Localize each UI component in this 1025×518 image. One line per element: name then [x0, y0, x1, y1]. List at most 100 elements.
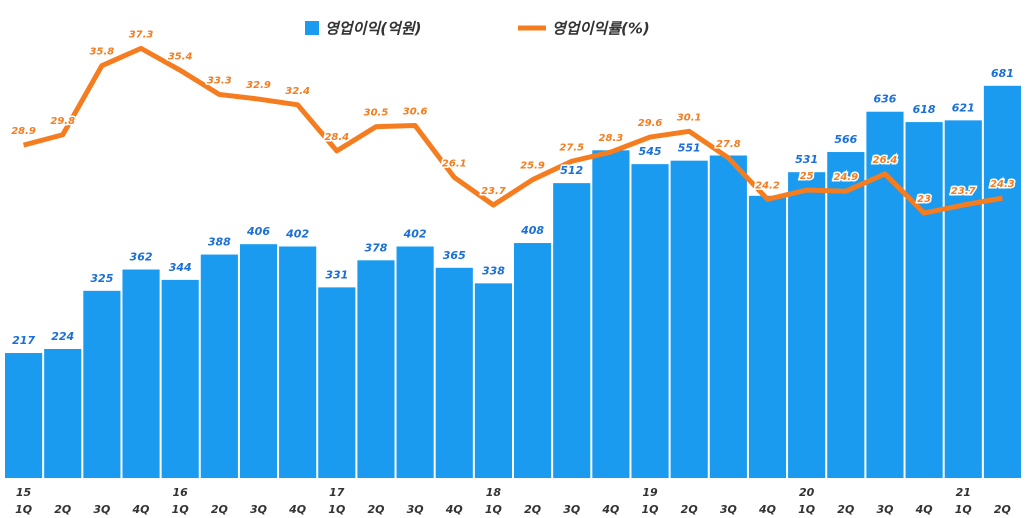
bar	[396, 246, 434, 478]
data-label: 402	[285, 227, 309, 240]
data-label: 32.4	[285, 86, 310, 97]
data-label: 25	[800, 171, 814, 182]
x-tick-label: 4Q	[132, 503, 150, 516]
bar	[827, 152, 865, 478]
x-tick-label: 4Q	[601, 503, 619, 516]
bar	[631, 164, 669, 479]
x-tick-label: 3Q	[876, 503, 893, 516]
data-label: 29.6	[638, 118, 663, 129]
data-label: 23	[917, 194, 931, 205]
data-label: 378	[364, 241, 387, 254]
bar	[83, 290, 121, 478]
data-label: 402	[403, 227, 427, 240]
bar	[357, 260, 395, 478]
data-label: 30.1	[677, 112, 702, 123]
data-label: 26.1	[442, 158, 467, 169]
year-label: 15	[16, 486, 32, 499]
x-tick-label: 4Q	[915, 503, 933, 516]
bar	[866, 111, 904, 478]
x-tick-label: 2Q	[54, 503, 71, 516]
data-label: 28.3	[599, 133, 624, 144]
x-tick-label: 2Q	[367, 503, 384, 516]
data-label: 23.7	[481, 186, 506, 197]
x-tick-label: 3Q	[93, 503, 110, 516]
legend-label: 영업이익(억원)	[325, 20, 422, 38]
data-label: 325	[90, 272, 113, 285]
data-label: 512	[560, 164, 583, 177]
data-label: 621	[952, 101, 975, 114]
x-tick-label: 2Q	[994, 503, 1011, 516]
x-tick-label: 1Q	[798, 503, 815, 516]
data-label: 23.7	[951, 186, 976, 197]
data-label: 362	[130, 251, 153, 264]
data-label: 37.3	[129, 29, 154, 40]
year-label: 21	[956, 486, 971, 499]
bar	[161, 279, 199, 478]
data-label: 224	[51, 330, 74, 343]
bar	[670, 160, 708, 478]
x-tick-label: 3Q	[563, 503, 580, 516]
bar	[239, 244, 278, 478]
data-label: 35.4	[168, 51, 193, 62]
bar	[553, 183, 591, 479]
data-label: 344	[169, 261, 192, 274]
data-label: 406	[246, 225, 270, 238]
bar	[592, 150, 630, 478]
data-label: 27.5	[559, 142, 584, 153]
line	[22, 45, 1003, 216]
data-label: 30.6	[403, 107, 428, 118]
bar	[905, 122, 943, 479]
data-label: 531	[795, 153, 818, 166]
data-label: 24.3	[990, 179, 1015, 190]
x-tick-label: 2Q	[524, 503, 541, 516]
data-label: 551	[678, 142, 701, 155]
x-tick-label: 3Q	[250, 503, 267, 516]
x-tick-label: 1Q	[955, 503, 972, 516]
x-tick-label: 2Q	[681, 503, 698, 516]
data-label: 28.9	[11, 126, 36, 137]
x-tick-label: 3Q	[720, 503, 737, 516]
data-label: 25.9	[520, 161, 545, 172]
data-label: 566	[834, 133, 857, 146]
data-label: 545	[639, 145, 662, 158]
x-tick-label: 1Q	[328, 503, 345, 516]
x-tick-label: 4Q	[758, 503, 776, 516]
bar	[709, 155, 747, 479]
data-label: 24.2	[755, 180, 780, 191]
bar	[279, 246, 317, 478]
x-tick-label: 1Q	[485, 503, 502, 516]
bar	[983, 85, 1021, 479]
data-label: 26.4	[873, 155, 898, 166]
data-label: 32.9	[246, 80, 271, 91]
data-label: 618	[913, 103, 936, 116]
bar	[44, 348, 82, 478]
data-label: 365	[443, 249, 466, 262]
bar	[514, 243, 552, 478]
bar	[944, 120, 982, 478]
year-label: 19	[642, 486, 658, 499]
x-tick-label: 3Q	[407, 503, 424, 516]
x-tick-label: 2Q	[211, 503, 228, 516]
x-tick-label: 4Q	[445, 503, 463, 516]
year-label: 16	[173, 486, 189, 499]
data-label: 217	[12, 334, 35, 347]
legend-swatch	[305, 21, 319, 35]
bar	[474, 283, 512, 478]
data-label: 681	[991, 67, 1014, 80]
legend-label: 영업이익률(%)	[552, 20, 650, 38]
year-label: 17	[329, 486, 345, 499]
data-label: 408	[520, 224, 544, 237]
data-label: 27.8	[716, 139, 741, 150]
bar	[318, 287, 356, 478]
year-label: 20	[799, 486, 815, 499]
data-label: 388	[208, 236, 231, 249]
bar	[788, 172, 826, 478]
bar	[200, 254, 238, 478]
bar	[435, 267, 473, 478]
x-tick-label: 2Q	[837, 503, 854, 516]
data-label: 35.8	[90, 47, 115, 58]
data-label: 33.3	[207, 75, 232, 86]
bar	[5, 353, 43, 478]
data-label: 29.8	[50, 116, 75, 127]
